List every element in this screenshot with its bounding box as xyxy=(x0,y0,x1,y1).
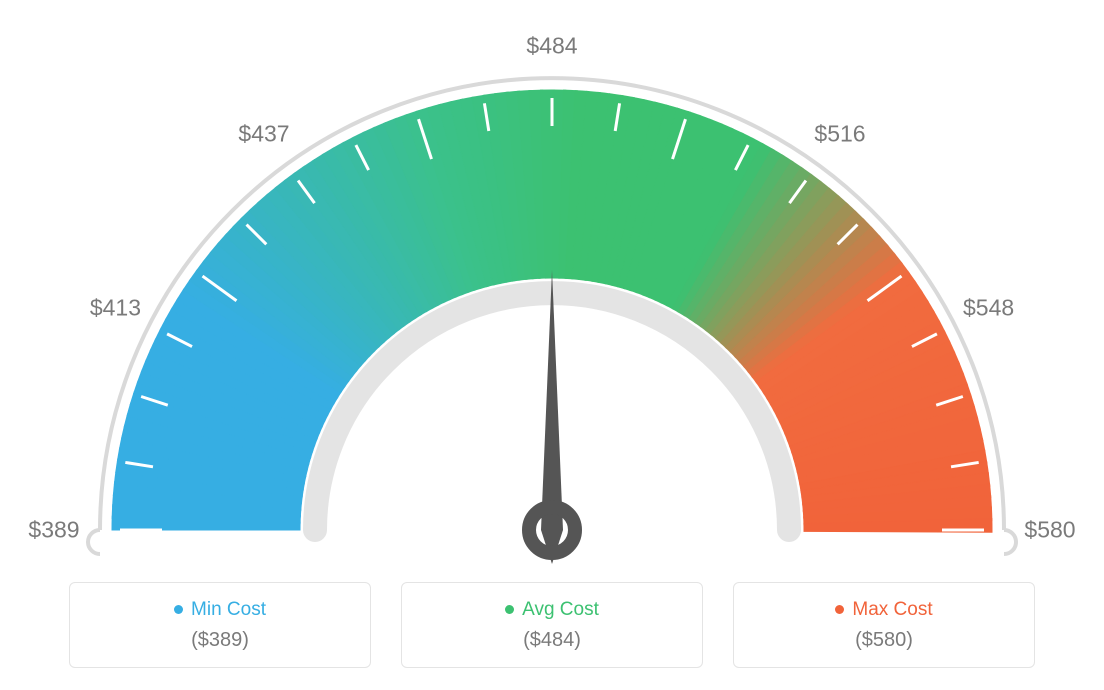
legend-label-min: Min Cost xyxy=(191,599,266,621)
legend-row: Min Cost ($389) Avg Cost ($484) Max Cost… xyxy=(0,582,1104,668)
legend-card-min: Min Cost ($389) xyxy=(69,582,371,668)
gauge-tick-label: $389 xyxy=(28,517,79,544)
legend-title-row: Avg Cost xyxy=(505,599,599,621)
legend-dot-min xyxy=(174,605,183,614)
gauge-chart: $389 $413 $437 $484 $516 $548 $580 xyxy=(0,10,1104,570)
legend-value-min: ($389) xyxy=(191,629,249,652)
legend-dot-avg xyxy=(505,605,514,614)
legend-value-avg: ($484) xyxy=(523,629,581,652)
legend-label-avg: Avg Cost xyxy=(522,599,599,621)
legend-label-max: Max Cost xyxy=(852,599,932,621)
gauge-tick-label: $516 xyxy=(814,120,865,147)
gauge-svg xyxy=(0,10,1104,570)
legend-card-max: Max Cost ($580) xyxy=(733,582,1035,668)
gauge-tick-label: $437 xyxy=(238,120,289,147)
legend-card-avg: Avg Cost ($484) xyxy=(401,582,703,668)
gauge-tick-label: $484 xyxy=(526,33,577,60)
gauge-tick-label: $413 xyxy=(90,294,141,321)
legend-title-row: Min Cost xyxy=(174,599,266,621)
legend-value-max: ($580) xyxy=(855,629,913,652)
legend-title-row: Max Cost xyxy=(835,599,932,621)
cost-gauge-infographic: $389 $413 $437 $484 $516 $548 $580 Min Cost ($… xyxy=(0,0,1104,690)
legend-dot-max xyxy=(835,605,844,614)
gauge-tick-label: $548 xyxy=(963,294,1014,321)
gauge-tick-label: $580 xyxy=(1024,517,1075,544)
gauge-needle xyxy=(541,270,563,564)
